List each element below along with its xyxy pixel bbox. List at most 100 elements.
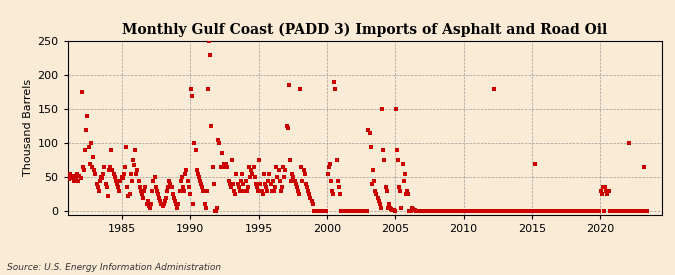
Point (412, 209, 423, 213)
Point (154, 195, 165, 200)
Point (327, 189, 338, 193)
Point (408, 208, 419, 212)
Point (466, 209, 477, 213)
Point (364, 131, 375, 135)
Point (209, 182, 219, 186)
Point (274, 178, 285, 183)
Point (596, 192, 607, 196)
Point (192, 172, 203, 176)
Point (230, 192, 241, 196)
Point (617, 209, 628, 213)
Point (136, 189, 146, 193)
Point (478, 209, 489, 213)
Point (433, 209, 444, 213)
Point (348, 209, 359, 213)
Point (182, 178, 193, 183)
Point (113, 185, 124, 189)
Point (172, 205, 183, 210)
Point (163, 185, 173, 189)
Point (144, 204, 155, 208)
Point (558, 209, 568, 213)
Point (124, 192, 135, 196)
Point (202, 189, 213, 193)
Point (601, 189, 612, 193)
Point (95, 178, 105, 183)
Point (329, 80, 340, 84)
Point (441, 209, 452, 213)
Point (340, 209, 351, 213)
Point (484, 209, 495, 213)
Point (249, 175, 260, 179)
Point (345, 209, 356, 213)
Point (294, 192, 304, 196)
Point (475, 209, 485, 213)
Point (472, 209, 483, 213)
Point (216, 151, 227, 156)
Point (460, 209, 470, 213)
Point (516, 209, 527, 213)
Point (255, 182, 266, 186)
Point (181, 168, 192, 172)
Point (547, 209, 558, 213)
Point (134, 185, 145, 189)
Point (561, 209, 572, 213)
Point (421, 209, 432, 213)
Point (448, 209, 458, 213)
Point (169, 195, 180, 200)
Point (92, 185, 103, 189)
Point (358, 209, 369, 213)
Point (637, 209, 648, 213)
Point (90, 172, 101, 176)
Point (599, 209, 610, 213)
Point (298, 168, 309, 172)
Point (250, 182, 261, 186)
Point (96, 175, 107, 179)
Point (339, 209, 350, 213)
Point (180, 172, 190, 176)
Point (350, 209, 361, 213)
Point (429, 209, 440, 213)
Point (425, 209, 435, 213)
Point (187, 94, 198, 98)
Point (108, 172, 119, 176)
Point (461, 209, 472, 213)
Point (212, 205, 223, 210)
Point (238, 182, 248, 186)
Point (496, 209, 507, 213)
Point (252, 185, 263, 189)
Point (322, 172, 333, 176)
Point (641, 209, 651, 213)
Point (186, 87, 196, 91)
Point (600, 185, 611, 189)
Point (240, 178, 251, 183)
Point (514, 209, 525, 213)
Point (138, 195, 148, 200)
Point (346, 209, 357, 213)
Point (290, 182, 301, 186)
Point (385, 205, 396, 210)
Point (139, 189, 150, 193)
Point (264, 172, 275, 176)
Point (572, 209, 583, 213)
Point (313, 209, 324, 213)
Point (511, 209, 522, 213)
Point (116, 175, 127, 179)
Point (199, 202, 210, 207)
Point (142, 199, 153, 203)
Point (397, 161, 408, 166)
Point (619, 209, 630, 213)
Point (63, 175, 74, 179)
Point (231, 172, 242, 176)
Point (524, 209, 535, 213)
Point (355, 209, 366, 213)
Point (589, 209, 600, 213)
Point (82, 114, 93, 118)
Point (162, 189, 173, 193)
Point (132, 168, 143, 172)
Title: Monthly Gulf Coast (PADD 3) Imports of Asphalt and Road Oil: Monthly Gulf Coast (PADD 3) Imports of A… (122, 23, 607, 37)
Point (583, 209, 593, 213)
Point (513, 209, 524, 213)
Point (620, 209, 631, 213)
Point (632, 209, 643, 213)
Point (342, 209, 352, 213)
